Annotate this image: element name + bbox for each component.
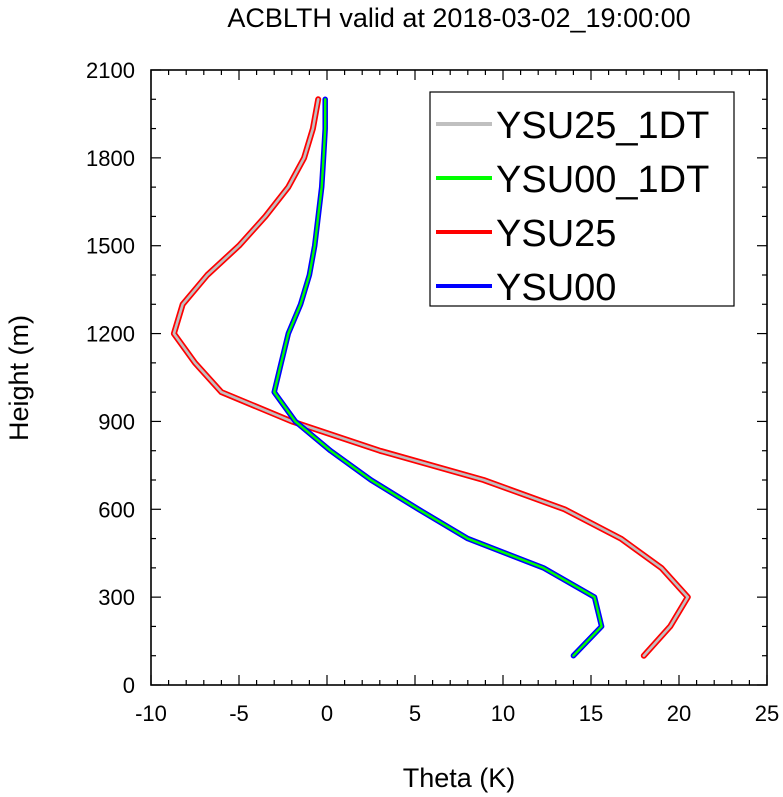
y-axis-label: Height (m) <box>4 315 34 441</box>
y-tick-label: 0 <box>123 673 135 698</box>
y-tick-label: 600 <box>98 497 135 522</box>
x-tick-label: 5 <box>409 701 421 726</box>
x-tick-label: 15 <box>579 701 603 726</box>
legend-label: YSU25_1DT <box>496 105 709 147</box>
legend-label: YSU00_1DT <box>496 159 709 201</box>
x-tick-label: 0 <box>321 701 333 726</box>
y-tick-label: 2100 <box>86 58 135 83</box>
legend-box <box>429 91 735 307</box>
legend: YSU25_1DT YSU00_1DT YSU25 YSU00 <box>429 91 735 309</box>
x-tick-label: -10 <box>135 701 167 726</box>
plot-frame <box>150 69 768 686</box>
y-tick-label: 300 <box>98 585 135 610</box>
y-tick-label: 1500 <box>86 234 135 259</box>
x-tick-label: 20 <box>667 701 691 726</box>
series-line-ysu25-1dt <box>172 98 690 657</box>
legend-label: YSU00 <box>496 267 616 309</box>
x-axis-label: Theta (K) <box>403 763 516 793</box>
x-tick-label: 25 <box>755 701 779 726</box>
y-tick-label: 1800 <box>86 146 135 171</box>
x-tick-label: -5 <box>229 701 249 726</box>
x-tick-label: 10 <box>491 701 515 726</box>
plot-area: -10 -5 0 5 10 15 20 25 0 300 600 900 1200 1500 1800 210… <box>86 58 779 726</box>
chart-title: ACBLTH valid at 2018-03-02_19:00:00 <box>227 3 690 33</box>
series-line-ysu00-1dt <box>273 98 603 657</box>
y-tick-label: 1200 <box>86 322 135 347</box>
legend-label: YSU25 <box>496 213 616 255</box>
y-tick-label: 900 <box>98 409 135 434</box>
